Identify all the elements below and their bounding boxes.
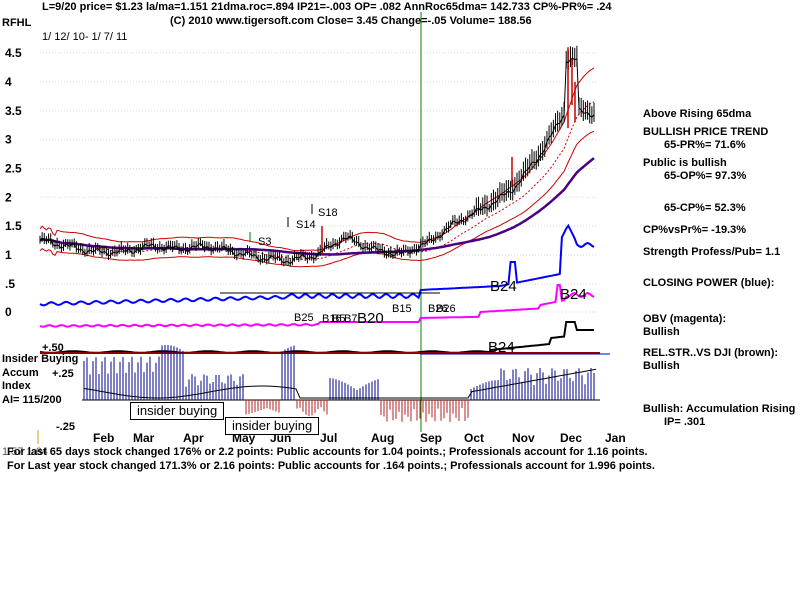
strength-label: Strength Profess/Pub= 1.1 (643, 246, 781, 258)
signal-label: B20 (357, 310, 384, 327)
signal-label: B16 (322, 313, 342, 325)
x-tick-label: Dec (560, 431, 582, 445)
x-tick-label: Jul (320, 431, 337, 445)
y-tick-label: 2 (5, 190, 12, 204)
x-tick-label: Apr (183, 431, 204, 445)
signal-label: B26 (436, 303, 456, 315)
x-tick-label: Aug (371, 431, 394, 445)
insider-buying-box-2: insider buying (225, 417, 320, 435)
x-tick-label: Mar (133, 431, 155, 445)
x-tick-label: Oct (464, 431, 484, 445)
y-tick-label: 4.5 (5, 46, 22, 60)
symbol-label: RFHL (2, 17, 32, 29)
y-tick-label: .5 (5, 277, 15, 291)
x-tick-label: Nov (512, 431, 535, 445)
signal-label: B5 (332, 313, 345, 325)
y-tick-label: 0 (5, 305, 12, 319)
relstr-state: Bullish (643, 360, 680, 372)
bullish-trend-label: BULLISH PRICE TREND (643, 126, 769, 138)
ai-label: AI= 115/200 (2, 394, 62, 406)
price-line (39, 57, 595, 265)
ip-label: IP= .301 (664, 416, 706, 428)
y-tick-label: 1 (5, 248, 12, 262)
upper-band (39, 67, 595, 252)
obv-label: OBV (magenta): (643, 313, 727, 325)
signal-label: B7 (344, 313, 357, 325)
obv-line (39, 284, 595, 328)
signal-label: B15 (392, 303, 412, 315)
y-tick-label: 3.5 (5, 104, 22, 118)
signal-label: B24 (560, 286, 587, 303)
signal-label: S3 (258, 236, 271, 248)
closing-power-label: CLOSING POWER (blue): (643, 277, 775, 289)
accum-ma-line (83, 368, 597, 399)
signal-label: B24 (488, 339, 515, 356)
x-tick-label: Sep (420, 431, 442, 445)
op65-label: 65-OP%= 97.3% (664, 170, 747, 182)
lower-band (39, 130, 595, 268)
y-tick-label: 2.5 (5, 161, 22, 175)
plus50-label: +.50 (42, 342, 64, 354)
obv-state: Bullish (643, 326, 680, 338)
accum-label: Accum (2, 367, 39, 379)
minus25-label: -.25 (56, 421, 75, 433)
x-tick-label: Jan (605, 431, 626, 445)
signal-label: S14 (296, 219, 316, 231)
signal-label: B25 (294, 312, 314, 324)
insider-buying-label: Insider Buying (2, 353, 79, 365)
signal-label: S18 (318, 207, 338, 219)
above-rising-label: Above Rising 65dma (643, 108, 752, 120)
date-range: 1/ 12/ 10- 1/ 7/ 11 (42, 31, 128, 43)
footer-overlap-stub: 1.57 1.64 (2, 446, 48, 458)
y-tick-label: 3 (5, 133, 12, 147)
header-line2: (C) 2010 www.tigersoft.com Close= 3.45 C… (170, 15, 532, 27)
x-tick-label: Feb (93, 431, 114, 445)
accum-rising-label: Bullish: Accumulation Rising (643, 403, 796, 415)
public-bullish-label: Public is bullish (643, 157, 727, 169)
ma65-line (39, 157, 595, 256)
pr65-label: 65-PR%= 71.6% (664, 139, 746, 151)
index-label: Index (2, 380, 31, 392)
footer-line1: For last 65 days stock changed 176% or 2… (7, 446, 648, 458)
plus25-label: +.25 (52, 368, 74, 380)
cp65-label: 65-CP%= 52.3% (664, 202, 746, 214)
relstr-label: REL.STR..VS DJI (brown): (643, 347, 779, 359)
y-tick-label: 1.5 (5, 219, 22, 233)
mid-band (39, 101, 595, 260)
cpvspr-label: CP%vsPr%= -19.3% (643, 224, 747, 236)
footer-line2: For Last year stock changed 171.3% or 2.… (7, 460, 655, 472)
y-tick-label: 4 (5, 75, 12, 89)
insider-buying-box-1: insider buying (130, 402, 225, 420)
signal-label: B26 (428, 303, 448, 315)
header-line1: L=9/20 price= $1.23 la/ma=1.151 21dma.ro… (42, 1, 612, 13)
closing-power-line (39, 223, 595, 307)
signal-label: B24 (490, 278, 517, 295)
